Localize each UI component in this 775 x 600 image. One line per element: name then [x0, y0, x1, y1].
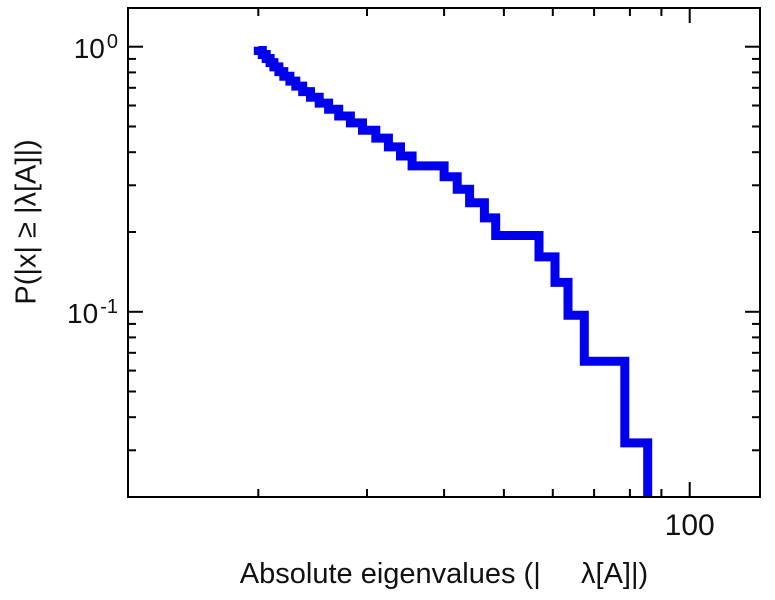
x-ticks	[257, 8, 691, 497]
ccdf-curve	[253, 46, 653, 497]
x-axis-label: Absolute eigenvalues (| λ[A]|)	[239, 558, 649, 590]
y-ticks	[128, 45, 760, 452]
y-axis-label: P(|x| ≥ |λ[A]|)	[10, 139, 43, 305]
x-tick-label: 100	[664, 509, 715, 542]
y-tick-label: 10 0	[73, 30, 118, 64]
axis-box	[127, 7, 761, 498]
y-tick-label: 10 -1	[67, 295, 118, 329]
